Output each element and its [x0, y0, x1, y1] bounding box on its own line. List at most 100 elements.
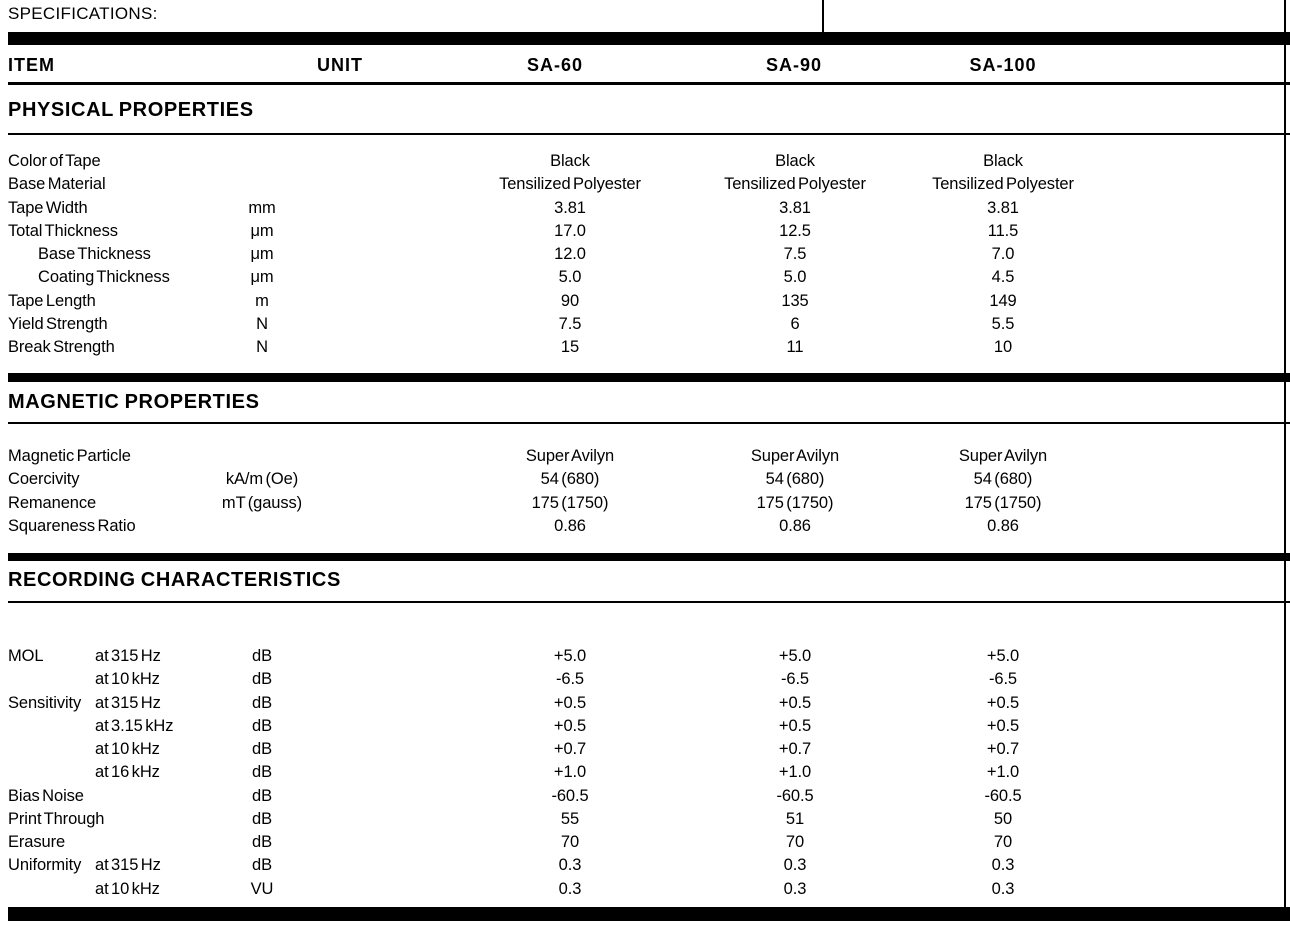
value-sa60: +1.0 [553, 763, 587, 782]
value-sa60: Super Avilyn [525, 447, 615, 465]
specifications-label: SPECIFICATIONS: [8, 4, 158, 23]
value-sa90: +0.5 [778, 693, 812, 712]
item-sublabel: at 10 kHz [95, 740, 160, 758]
item-cell: Base Thickness [8, 243, 200, 266]
unit-cell: dB [252, 763, 272, 782]
item-cell: Uniformity at 315 Hz [8, 854, 200, 877]
item-label: Coating Thickness [38, 268, 170, 287]
item-cell: Squareness Ratio [8, 515, 200, 538]
spec-row: MOL at 315 Hz dB +5.0 +5.0 +5.0 [0, 645, 1290, 668]
unit-cell: μm [250, 245, 274, 263]
section-title-rule [8, 601, 1290, 603]
value-sa100: 0.86 [987, 516, 1019, 535]
item-cell: Remanence [8, 492, 200, 515]
section-title-recording: RECORDING CHARACTERISTICS [8, 569, 341, 591]
unit-cell [200, 150, 324, 173]
value-sa60: Black [550, 152, 590, 170]
unit-cell: dB [252, 833, 272, 851]
value-sa100: +0.5 [986, 693, 1020, 712]
value-sa90: 3.81 [779, 198, 811, 217]
value-sa60: 0.3 [558, 856, 582, 875]
value-sa100: 3.81 [987, 198, 1019, 217]
section-title-physical: PHYSICAL PROPERTIES [8, 99, 254, 121]
unit-cell: dB [252, 693, 272, 712]
value-sa100: 175 (1750) [964, 493, 1042, 512]
unit-cell: mm [248, 198, 276, 217]
value-sa60: +0.5 [553, 716, 587, 735]
spec-row: Magnetic Particle Super Avilyn Super Avi… [0, 445, 1290, 468]
value-sa60: 7.5 [558, 314, 582, 333]
item-label: Bias Noise [8, 786, 84, 805]
section-divider-bar [8, 553, 1290, 561]
value-sa90: 6 [790, 314, 800, 333]
spec-row: Tape Width mm 3.81 3.81 3.81 [0, 197, 1290, 220]
spec-row: Coercivity kA/m (Oe) 54 (680) 54 (680) 5… [0, 468, 1290, 491]
spec-row: Coating Thickness μm 5.0 5.0 4.5 [0, 266, 1290, 289]
item-cell: at 10 kHz [8, 878, 200, 901]
item-cell: Yield Strength [8, 313, 200, 336]
unit-cell: kA/m (Oe) [225, 470, 299, 489]
value-sa100: -60.5 [984, 786, 1022, 805]
item-cell: at 16 kHz [8, 761, 200, 784]
unit-cell: dB [252, 670, 272, 689]
value-sa90: Super Avilyn [750, 447, 840, 465]
item-label: Uniformity [8, 856, 82, 875]
unit-cell: mT (gauss) [221, 493, 303, 512]
item-label: Base Material [8, 175, 106, 194]
value-sa100: Black [983, 152, 1023, 170]
unit-cell: dB [252, 740, 272, 758]
value-sa60: 55 [560, 809, 580, 828]
value-sa100: 0.3 [991, 879, 1015, 898]
item-cell: Erasure [8, 831, 200, 854]
spec-row: at 16 kHz dB +1.0 +1.0 +1.0 [0, 761, 1290, 784]
header-top-bar [8, 32, 1290, 45]
unit-cell: VU [250, 879, 274, 898]
column-header-sa90: SA-90 [765, 55, 823, 75]
section-title-rule [8, 422, 1290, 424]
value-sa100: 11.5 [987, 221, 1019, 240]
unit-cell: dB [252, 647, 272, 665]
value-sa60: -6.5 [555, 670, 585, 689]
item-cell: Print Through [8, 808, 200, 831]
value-sa60: +5.0 [553, 647, 587, 665]
spec-row: Yield Strength N 7.5 6 5.5 [0, 313, 1290, 336]
value-sa90: 70 [785, 833, 805, 851]
value-sa100: 10 [993, 338, 1013, 356]
item-sublabel: at 3.15 kHz [95, 716, 174, 735]
value-sa90: Black [775, 152, 815, 170]
unit-cell: dB [252, 856, 272, 875]
spec-row: Break Strength N 15 11 10 [0, 336, 1290, 359]
value-sa100: 50 [993, 809, 1013, 828]
value-sa100: +0.7 [986, 740, 1020, 758]
value-sa90: 175 (1750) [756, 493, 834, 512]
spec-row: Bias Noise dB -60.5 -60.5 -60.5 [0, 785, 1290, 808]
value-sa90: 51 [785, 809, 805, 828]
spec-row: Squareness Ratio 0.86 0.86 0.86 [0, 515, 1290, 538]
value-sa100: 4.5 [991, 268, 1015, 287]
item-cell: at 10 kHz [8, 738, 200, 761]
spec-row: Base Material Tensilized Polyester Tensi… [0, 173, 1290, 196]
item-cell: at 10 kHz [8, 668, 200, 691]
value-sa90: 0.3 [783, 879, 807, 898]
item-label: Tape Width [8, 198, 88, 217]
item-cell: Magnetic Particle [8, 445, 200, 468]
item-cell: Coating Thickness [8, 266, 200, 289]
item-cell: Total Thickness [8, 220, 200, 243]
item-label: Total Thickness [8, 221, 118, 240]
unit-cell: N [256, 338, 268, 356]
item-sublabel: at 10 kHz [95, 670, 160, 689]
value-sa60: 12.0 [554, 245, 586, 263]
item-cell: MOL at 315 Hz [8, 645, 200, 668]
item-label: Break Strength [8, 338, 115, 356]
value-sa60: 70 [560, 833, 580, 851]
section-divider-bar [8, 373, 1290, 382]
value-sa90: 12.5 [779, 221, 811, 240]
item-label: Base Thickness [38, 245, 151, 263]
item-label: Sensitivity [8, 693, 82, 712]
value-sa60: 15 [560, 338, 580, 356]
value-sa90: -6.5 [780, 670, 810, 689]
item-cell: Bias Noise [8, 785, 200, 808]
item-label: Print Through [8, 809, 105, 828]
item-label: Erasure [8, 833, 66, 851]
item-cell: Tape Length [8, 290, 200, 313]
